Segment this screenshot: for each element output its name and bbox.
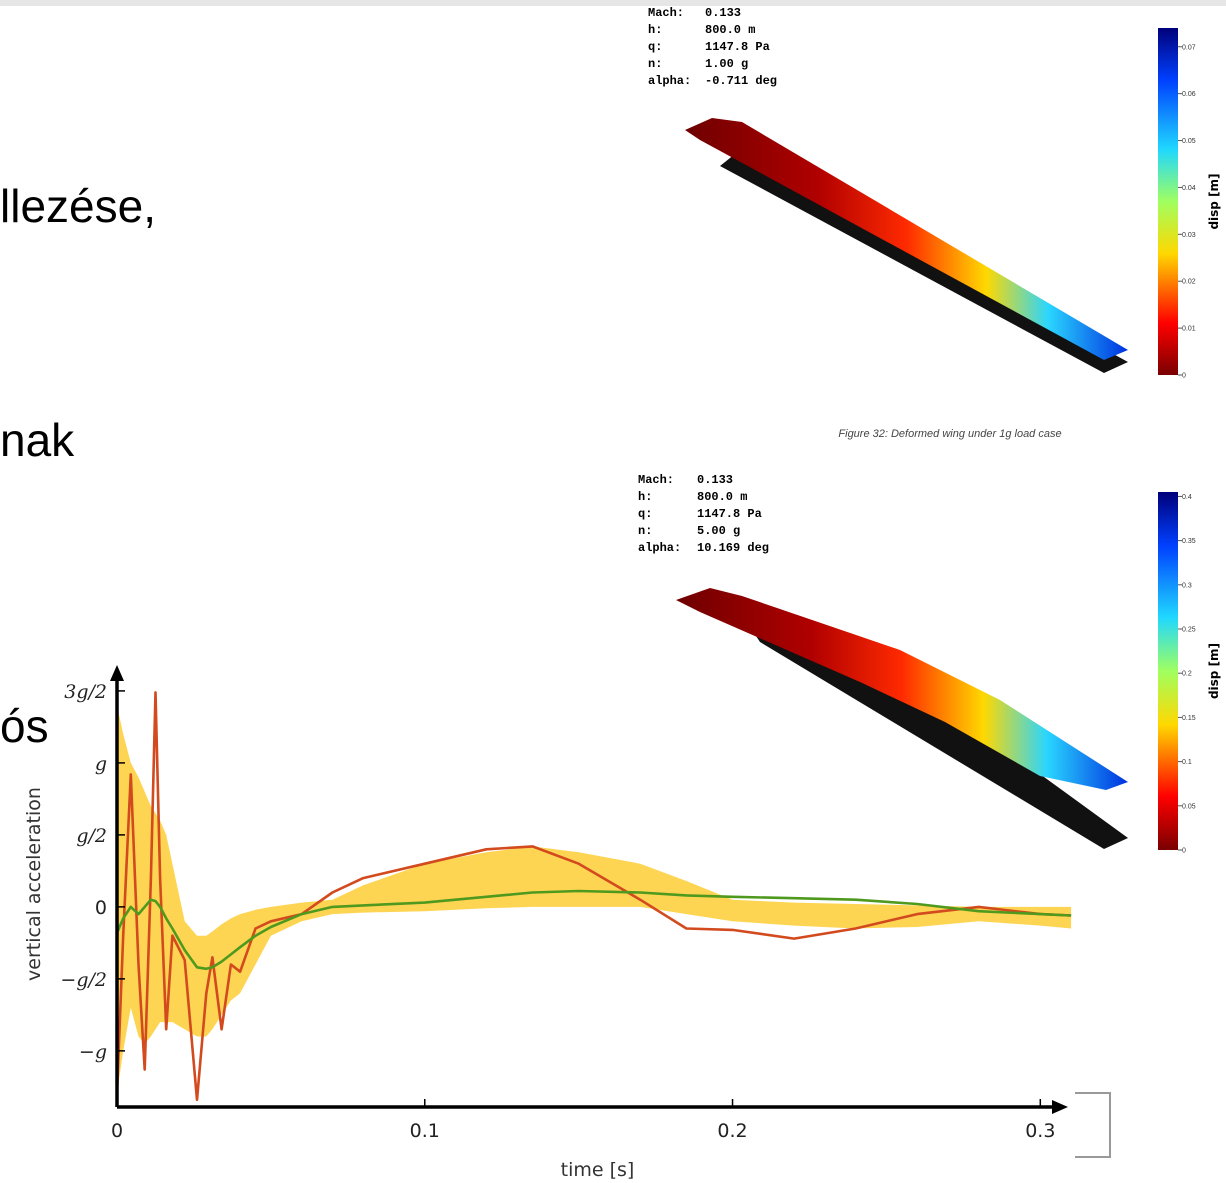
colorbar-tick-label: 0.05 <box>1182 138 1196 145</box>
x-tick-label: 0.3 <box>1025 1120 1055 1142</box>
y-tick-label: 3g/2 <box>64 681 107 703</box>
x-axis-label: time [s] <box>561 1159 635 1181</box>
colorbar-tick-label: 0.07 <box>1182 44 1196 51</box>
x-tick-label: 0.1 <box>410 1120 440 1142</box>
colorbar-tick-label: 0.15 <box>1182 715 1196 722</box>
colorbar-tick-label: 0.4 <box>1182 494 1192 501</box>
info-key: n: <box>648 57 662 71</box>
figure-caption: Figure 32: Deformed wing under 1g load c… <box>838 428 1061 440</box>
info-key: q: <box>648 40 662 54</box>
info-key: n: <box>638 524 652 538</box>
info-value: -0.711 deg <box>705 74 777 88</box>
x-tick-label: 0.2 <box>717 1120 747 1142</box>
y-tick-label: −g <box>79 1041 107 1063</box>
info-value: 1147.8 Pa <box>697 507 762 521</box>
colorbar-tick-label: 0 <box>1182 373 1186 380</box>
colorbar-label: disp [m] <box>1207 173 1221 229</box>
info-value: 0.133 <box>705 6 741 20</box>
info-key: h: <box>638 490 652 504</box>
colorbar-tick-label: 0 <box>1182 848 1186 855</box>
slide: llezése, nak ós 0 0.1 0.2 0.3 −g −g/2 0 g/2 g 3g/… <box>0 0 1226 1183</box>
info-value: 800.0 m <box>705 23 755 37</box>
info-key: Mach: <box>648 6 684 20</box>
colorbar-tick-label: 0.1 <box>1182 759 1192 766</box>
y-tick-label: −g/2 <box>60 969 107 991</box>
info-value: 10.169 deg <box>697 541 769 555</box>
colorbar-tick-label: 0.02 <box>1182 279 1196 286</box>
colorbar-tick-label: 0.04 <box>1182 185 1196 192</box>
plot: 0 0.1 0.2 0.3 −g −g/2 0 g/2 g 3g/2 time [s] vertica… <box>23 665 1071 1181</box>
info-value: 1.00 g <box>705 57 748 71</box>
colorbar-tick-label: 0.2 <box>1182 671 1192 678</box>
info-key: Mach: <box>638 473 674 487</box>
y-tick-label: 0 <box>95 897 107 919</box>
slide-text: ós <box>0 700 49 752</box>
y-tick-label: g <box>95 753 107 775</box>
info-value: 0.133 <box>697 473 733 487</box>
colorbar-label: disp [m] <box>1207 643 1221 699</box>
bracket <box>1075 1093 1110 1157</box>
colorbar-tick-label: 0.06 <box>1182 91 1196 98</box>
y-axis-arrow <box>110 665 124 681</box>
slide-text: llezése, <box>0 180 156 232</box>
colorbar <box>1158 492 1178 850</box>
info-key: q: <box>638 507 652 521</box>
wing-deformed <box>676 588 1128 790</box>
x-axis-arrow <box>1052 1100 1068 1114</box>
colorbar <box>1158 28 1178 375</box>
colorbar-tick-label: 0.3 <box>1182 582 1192 589</box>
y-tick-label: g/2 <box>76 825 107 847</box>
slide-text: nak <box>0 414 75 466</box>
wing-deformed <box>685 118 1128 360</box>
info-key: alpha: <box>648 74 691 88</box>
colorbar-tick-label: 0.03 <box>1182 232 1196 239</box>
colorbar-tick-label: 0.01 <box>1182 326 1196 333</box>
colorbar-tick-label: 0.05 <box>1182 803 1196 810</box>
colorbar-tick-label: 0.25 <box>1182 627 1196 634</box>
y-axis-label: vertical acceleration <box>23 787 45 981</box>
info-value: 1147.8 Pa <box>705 40 770 54</box>
band-area <box>117 705 1071 1094</box>
colorbar-tick-label: 0.35 <box>1182 538 1196 545</box>
x-tick-label: 0 <box>111 1120 123 1142</box>
info-key: alpha: <box>638 541 681 555</box>
info-value: 5.00 g <box>697 524 740 538</box>
top-bar <box>0 0 1226 6</box>
info-value: 800.0 m <box>697 490 747 504</box>
info-key: h: <box>648 23 662 37</box>
